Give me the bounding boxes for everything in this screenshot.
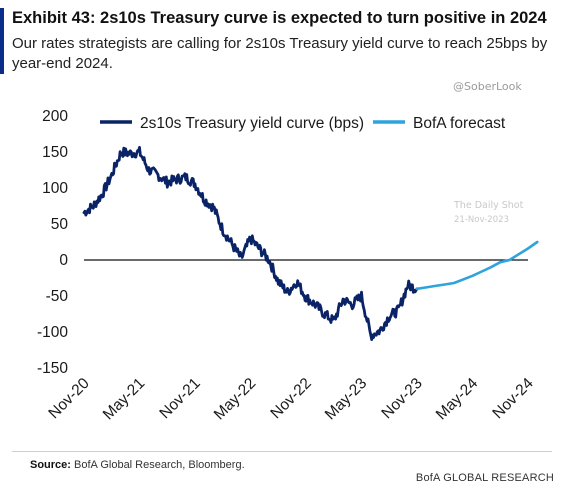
x-tick-label: Nov-21 xyxy=(156,375,203,422)
source-label: Source: xyxy=(30,459,71,471)
footer-divider xyxy=(12,451,552,452)
y-tick-label: 100 xyxy=(42,180,68,197)
y-tick-label: 0 xyxy=(59,252,68,269)
source-text: BofA Global Research, Bloomberg. xyxy=(74,459,245,471)
y-tick-label: 200 xyxy=(42,108,68,125)
y-tick-label: 150 xyxy=(42,144,68,161)
y-tick-label: -50 xyxy=(46,288,69,305)
legend-label-actual: 2s10s Treasury yield curve (bps) xyxy=(140,115,364,132)
x-tick-label: May-22 xyxy=(211,375,260,424)
series-line-actual xyxy=(82,146,419,341)
watermark-handle: @SoberLook xyxy=(453,80,522,93)
x-tick-label: May-24 xyxy=(433,375,482,424)
x-tick-label: May-23 xyxy=(322,375,371,424)
x-tick-label: Nov-24 xyxy=(489,375,537,423)
x-tick-label: Nov-20 xyxy=(45,375,93,423)
exhibit-subtitle: Our rates strategists are calling for 2s… xyxy=(12,35,548,72)
series-line-forecast xyxy=(415,240,539,291)
x-tick-label: May-21 xyxy=(100,375,149,424)
watermark-date: 21-Nov-2023 xyxy=(454,215,509,225)
x-tick-label: Nov-22 xyxy=(267,375,314,422)
title-accent-bar xyxy=(0,8,4,74)
legend-label-forecast: BofA forecast xyxy=(413,115,506,132)
y-tick-label: -100 xyxy=(37,324,68,341)
x-axis: Nov-20 May-21 Nov-21 May-22 Nov-22 May-23 Nov-… xyxy=(45,375,537,424)
chart-legend: 2s10s Treasury yield curve (bps) BofA fo… xyxy=(100,115,506,132)
y-tick-label: 50 xyxy=(51,216,69,233)
exhibit-title: Exhibit 43: 2s10s Treasury curve is expe… xyxy=(12,9,547,27)
series-layer xyxy=(82,146,539,341)
y-tick-label: -150 xyxy=(37,360,68,377)
x-tick-label: Nov-23 xyxy=(378,375,425,422)
source-note: Source: BofA Global Research, Bloomberg. xyxy=(30,459,245,471)
y-axis: 200 150 100 50 0 -50 -100 -150 xyxy=(37,108,68,377)
watermark-site: The Daily Shot xyxy=(454,200,524,211)
brand-footer: BofA GLOBAL RESEARCH xyxy=(415,472,554,484)
